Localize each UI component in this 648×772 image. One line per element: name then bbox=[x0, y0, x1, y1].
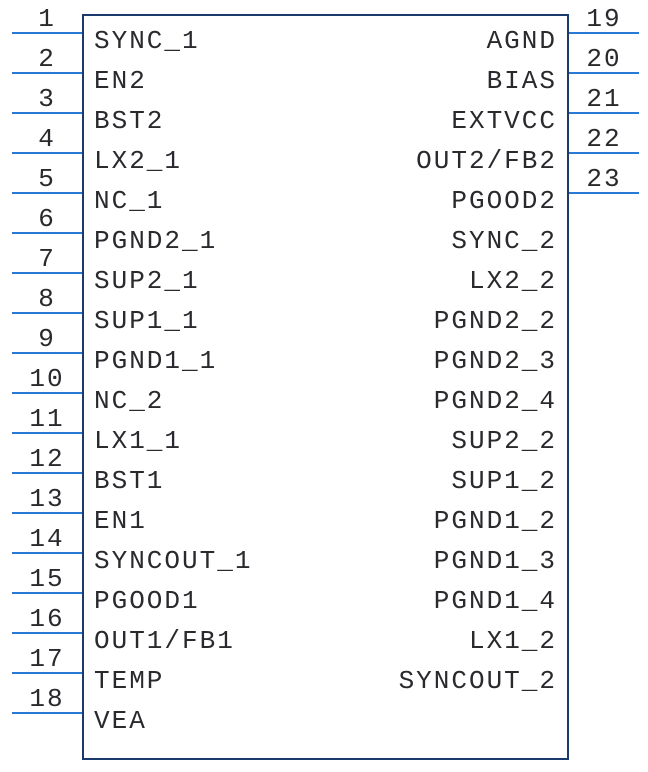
pin-number: 18 bbox=[12, 684, 82, 714]
pin-label: OUT1/FB1 bbox=[94, 626, 235, 656]
pin-label: SYNC_2 bbox=[451, 226, 557, 256]
pin-label: EXTVCC bbox=[451, 106, 557, 136]
pin-number: 1 bbox=[12, 4, 82, 34]
pin-label: BIAS bbox=[487, 66, 557, 96]
pinout-diagram: 1 SYNC_1 2 EN2 3 BST2 4 LX2_1 5 NC_1 6 PGND2_1 7 SUP2… bbox=[0, 0, 648, 772]
pin-label: AGND bbox=[487, 26, 557, 56]
pin-label: BST2 bbox=[94, 106, 164, 136]
pin-number: 4 bbox=[12, 124, 82, 154]
pin-label: PGOOD2 bbox=[451, 186, 557, 216]
pin-label: BST1 bbox=[94, 466, 164, 496]
pin-label: SUP2_2 bbox=[451, 426, 557, 456]
pin-label: PGND2_1 bbox=[94, 226, 217, 256]
pin-number: 2 bbox=[12, 44, 82, 74]
pin-label: LX1_2 bbox=[469, 626, 557, 656]
pin-label: LX2_2 bbox=[469, 266, 557, 296]
pin-number: 8 bbox=[12, 284, 82, 314]
pin-label: SYNCOUT_1 bbox=[94, 546, 252, 576]
pin-label: PGND1_3 bbox=[434, 546, 557, 576]
pin-label: PGND2_3 bbox=[434, 346, 557, 376]
pin-label: PGND2_2 bbox=[434, 306, 557, 336]
pin-label: VEA bbox=[94, 706, 147, 736]
pin-label: SUP1_2 bbox=[451, 466, 557, 496]
pin-number: 13 bbox=[12, 484, 82, 514]
pin-number: 16 bbox=[12, 604, 82, 634]
pin-label: PGND1_4 bbox=[434, 586, 557, 616]
pin-label: PGND2_4 bbox=[434, 386, 557, 416]
pin-number: 17 bbox=[12, 644, 82, 674]
pin-number: 11 bbox=[12, 404, 82, 434]
pin-label: SYNC_1 bbox=[94, 26, 200, 56]
pin-number: 22 bbox=[569, 124, 639, 154]
pin-number: 5 bbox=[12, 164, 82, 194]
pin-number: 6 bbox=[12, 204, 82, 234]
pin-label: EN1 bbox=[94, 506, 147, 536]
pin-label: LX2_1 bbox=[94, 146, 182, 176]
pin-label: PGOOD1 bbox=[94, 586, 200, 616]
pin-label: PGND1_2 bbox=[434, 506, 557, 536]
pin-number: 14 bbox=[12, 524, 82, 554]
pin-label: NC_1 bbox=[94, 186, 164, 216]
pin-number: 9 bbox=[12, 324, 82, 354]
pin-label: OUT2/FB2 bbox=[416, 146, 557, 176]
pin-label: TEMP bbox=[94, 666, 164, 696]
pin-number: 21 bbox=[569, 84, 639, 114]
pin-label: SUP2_1 bbox=[94, 266, 200, 296]
pin-number: 12 bbox=[12, 444, 82, 474]
pin-number: 3 bbox=[12, 84, 82, 114]
pin-label: SUP1_1 bbox=[94, 306, 200, 336]
pin-label: SYNCOUT_2 bbox=[399, 666, 557, 696]
pin-number: 19 bbox=[569, 4, 639, 34]
pin-label: LX1_1 bbox=[94, 426, 182, 456]
pin-number: 7 bbox=[12, 244, 82, 274]
pin-label: PGND1_1 bbox=[94, 346, 217, 376]
pin-label: EN2 bbox=[94, 66, 147, 96]
pin-number: 23 bbox=[569, 164, 639, 194]
pin-number: 10 bbox=[12, 364, 82, 394]
pin-label: NC_2 bbox=[94, 386, 164, 416]
pin-number: 15 bbox=[12, 564, 82, 594]
pin-number: 20 bbox=[569, 44, 639, 74]
